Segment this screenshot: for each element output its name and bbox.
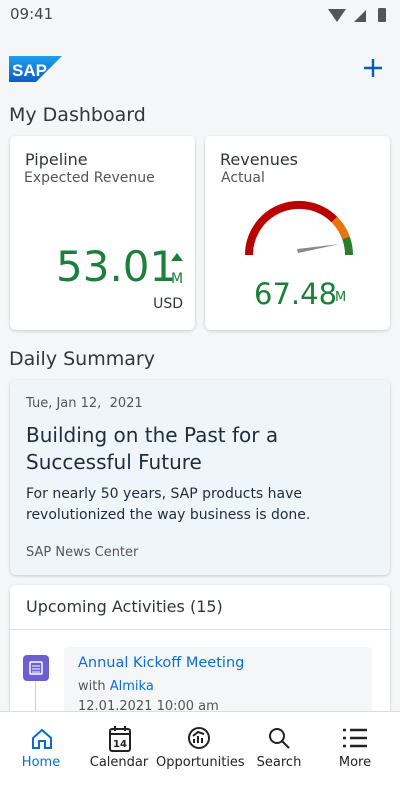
- kpi-currency: USD: [153, 296, 183, 312]
- status-time: 09:41: [10, 5, 54, 23]
- kpi-unit: M: [171, 271, 184, 287]
- activity-datetime: 12.01.2021 10:00 am: [78, 699, 219, 714]
- section-title: My Dashboard: [9, 104, 146, 126]
- opportunities-icon: [188, 727, 210, 749]
- news-date: Tue, Jan 12, 2021: [26, 396, 143, 411]
- nav-label: More: [338, 755, 372, 770]
- activity-icon: [23, 655, 49, 681]
- more-icon: [343, 728, 367, 748]
- kpi-value: 67.48: [254, 277, 338, 311]
- nav-search[interactable]: Search: [240, 712, 318, 801]
- nav-label: Search: [256, 755, 302, 770]
- logo-text: SAP: [12, 61, 47, 80]
- news-source: SAP News Center: [26, 545, 139, 560]
- calendar-icon: 14: [109, 726, 131, 752]
- with-name[interactable]: Almika: [109, 679, 154, 694]
- kpi-value: 53.01: [56, 242, 177, 291]
- search-icon: [269, 728, 290, 749]
- nav-label: Calendar: [89, 755, 149, 770]
- kpi-unit: M: [335, 290, 347, 305]
- calendar-day: 14: [113, 739, 127, 750]
- home-icon: [32, 728, 52, 749]
- pipeline-card[interactable]: Pipeline Expected Revenue 53.01 M USD: [10, 136, 195, 330]
- timeline-line: [35, 677, 36, 717]
- section-title: Daily Summary: [9, 348, 155, 370]
- news-body: For nearly 50 years, SAP products have r…: [26, 486, 311, 523]
- trend-up: [171, 253, 183, 261]
- activity-title[interactable]: Annual Kickoff Meeting: [78, 655, 245, 671]
- sap-logo[interactable]: SAP: [9, 56, 63, 82]
- activities-card: Upcoming Activities (15) Annual Kickoff …: [10, 585, 390, 727]
- news-card[interactable]: Tue, Jan 12, 2021 Building on the Past f…: [10, 380, 390, 575]
- gauge: [244, 200, 354, 256]
- card-subtitle: Expected Revenue: [24, 170, 155, 186]
- nav-label: Opportunities: [156, 755, 245, 770]
- with-label: with: [78, 679, 106, 694]
- add-button[interactable]: [362, 57, 384, 79]
- nav-home[interactable]: Home: [0, 712, 82, 801]
- activities-title: Upcoming Activities (15): [26, 597, 223, 616]
- nav-label: Home: [21, 755, 61, 770]
- news-headline: Building on the Past for a Successful Fu…: [26, 423, 279, 474]
- nav-calendar[interactable]: 14 Calendar: [80, 712, 158, 801]
- bottom-nav: Home 14 Calendar Opportunities Search Mo…: [0, 711, 400, 801]
- divider: [10, 629, 390, 630]
- nav-more[interactable]: More: [316, 712, 394, 801]
- nav-opportunities[interactable]: Opportunities: [156, 712, 245, 801]
- card-title: Pipeline: [25, 150, 88, 169]
- card-subtitle: Actual: [221, 170, 265, 186]
- revenues-card[interactable]: Revenues Actual 67.48 M: [205, 136, 390, 330]
- activity-with: with Almika: [78, 679, 154, 694]
- status-icons: [328, 8, 386, 22]
- card-title: Revenues: [220, 150, 299, 169]
